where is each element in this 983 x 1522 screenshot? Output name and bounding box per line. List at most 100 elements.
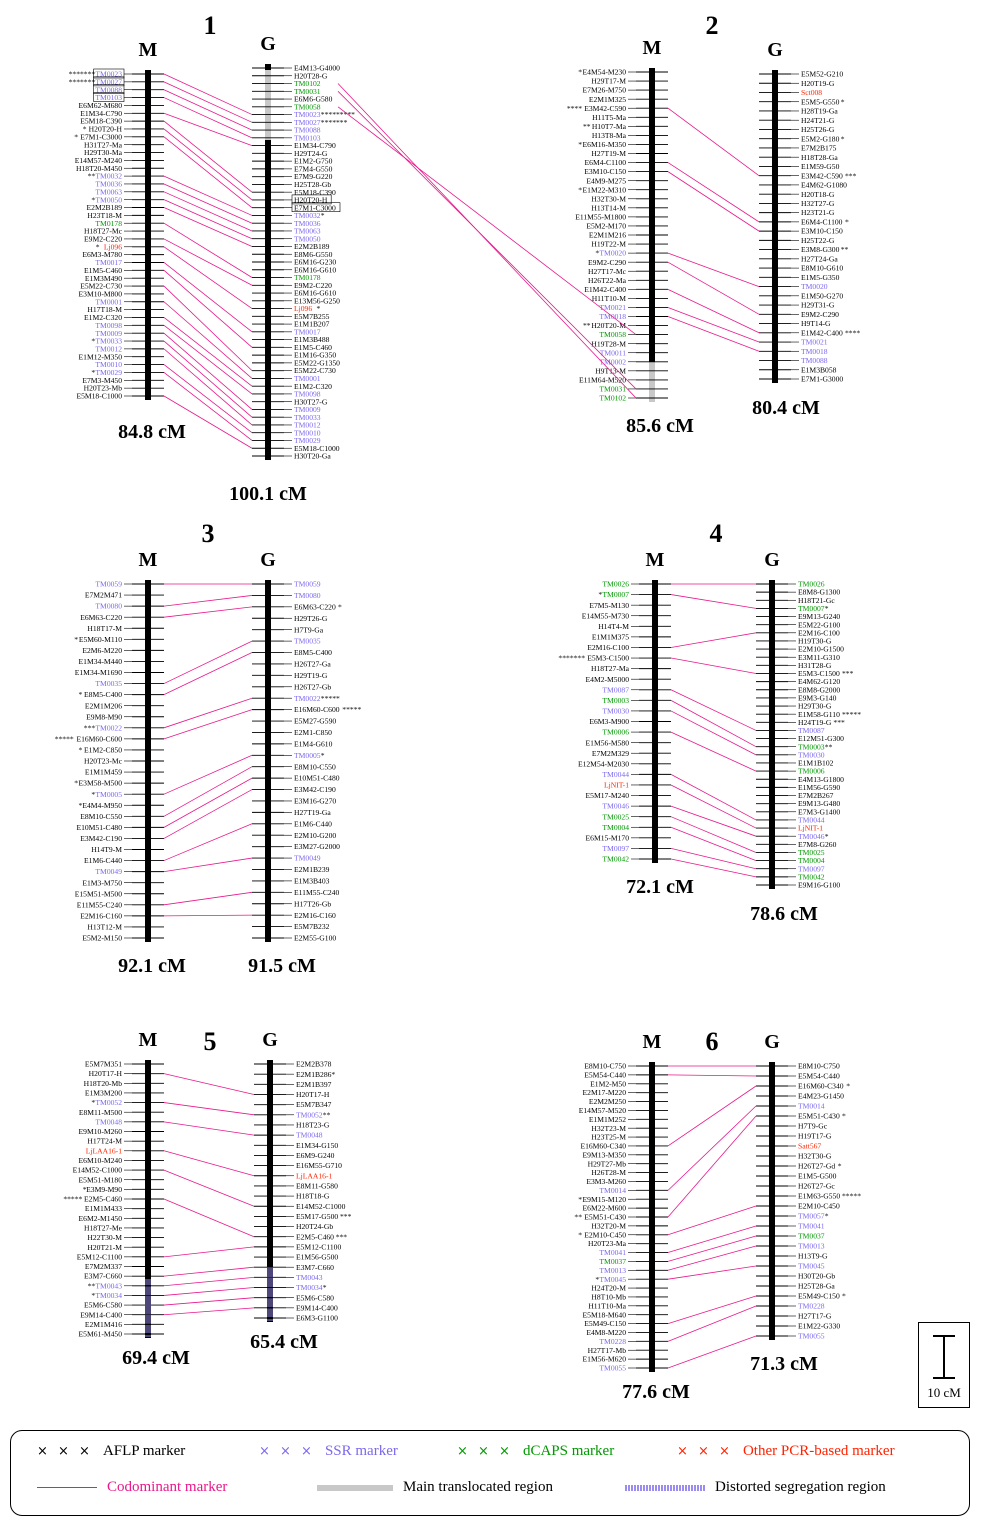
codominant-link: [163, 1150, 255, 1177]
codominant-link: [163, 89, 253, 131]
linkage-group-title: 1: [204, 11, 217, 40]
codominant-link: [163, 1246, 255, 1258]
marker-significance: *: [841, 134, 845, 143]
marker-label: H18T27-Ma: [591, 664, 630, 673]
marker-label: H27T19-Ga: [294, 808, 331, 817]
marker-label: E5M54-C440: [798, 1072, 840, 1081]
marker-label: TM0032: [294, 211, 321, 220]
marker-label: TM0017: [294, 327, 321, 336]
marker-label: E5M18-M640: [583, 1310, 627, 1319]
marker-label: H25T28-Gb: [294, 180, 331, 189]
marker-label: E5M61-M450: [79, 1330, 123, 1339]
marker-label: TM0097: [602, 844, 629, 853]
marker-label: E7M2M471: [85, 591, 122, 600]
marker-label: E5M6-C580: [84, 1301, 122, 1310]
marker-label: H27T19-M: [591, 149, 626, 158]
marker-label: TM0006: [798, 767, 825, 776]
legend-ssr-symbol: × × ×: [259, 1444, 315, 1459]
marker-label: H20T18-G: [801, 190, 835, 199]
marker-label: E6M6-G580: [294, 95, 333, 104]
marker-label: H30T20-Gb: [798, 1272, 835, 1281]
marker-label: TM0009: [294, 405, 321, 414]
marker-label: TM0032: [95, 172, 122, 181]
marker-label: TM0055: [798, 1332, 825, 1341]
marker-significance: **: [88, 172, 96, 181]
marker-label: H20T20-H: [89, 125, 123, 134]
marker-label: E1M34-M1690: [75, 668, 122, 677]
codominant-link: [667, 252, 760, 287]
marker-label: TM0042: [798, 872, 825, 881]
codominant-link: [667, 316, 760, 352]
marker-label: E3M58-M500: [79, 779, 123, 788]
marker-label: E5M54-C440: [584, 1070, 626, 1079]
marker-label: TM0045: [599, 1275, 626, 1284]
marker-label: TM0103: [95, 93, 122, 102]
marker-label: TM0080: [95, 602, 122, 611]
marker-label: E7M1-C3000: [294, 203, 336, 212]
marker-significance: **: [841, 245, 849, 254]
codominant-link: [163, 112, 253, 146]
marker-significance: *: [595, 249, 599, 258]
legend-translocated: Main translocated region: [317, 1479, 553, 1496]
codominant-link: [670, 689, 757, 731]
marker-label: E6M4-C1100: [585, 158, 627, 167]
marker-label: E15M51-M500: [75, 889, 122, 898]
codominant-link: [667, 1245, 757, 1271]
marker-label: H31T27-Ma: [84, 140, 123, 149]
marker-label: E1M1M459: [85, 768, 122, 777]
marker-label: E5M17-M240: [586, 791, 630, 800]
marker-label: E14M57-M520: [579, 1106, 626, 1115]
marker-label: LjLAA16-1: [86, 1146, 122, 1155]
legend-codominant-line: [37, 1487, 97, 1488]
marker-label: E3M9-M90: [86, 1185, 122, 1194]
marker-label: E5M22-C730: [80, 282, 122, 291]
marker-label: H13T9-G: [798, 1252, 828, 1261]
marker-label: E5M2-M150: [82, 934, 122, 943]
map-length-M: 77.6 cM: [622, 1381, 690, 1403]
marker-label: E6M15-M170: [586, 833, 630, 842]
marker-label: E1M56-G500: [296, 1253, 338, 1262]
codominant-link: [670, 699, 757, 748]
marker-label: H24T21-G: [801, 116, 835, 125]
marker-label: E1M2-M50: [590, 1079, 626, 1088]
marker-label: E2M1M216: [589, 231, 626, 240]
marker-label: E1M56-M620: [583, 1355, 627, 1364]
marker-significance: **: [88, 1281, 96, 1290]
marker-label: E8M11-G580: [296, 1182, 338, 1191]
marker-label: H29T30-Ma: [84, 148, 123, 157]
marker-label: TM0034: [296, 1283, 323, 1292]
marker-label: H24T19-G: [798, 718, 832, 727]
marker-label: H18T27-Me: [84, 1224, 123, 1233]
translocation-link: [337, 90, 637, 390]
marker-label: TM0103: [294, 133, 321, 142]
marker-significance: *: [74, 635, 78, 644]
chromosome-bar-G: [769, 580, 775, 889]
marker-label: E5M12-C1100: [296, 1242, 341, 1251]
map-length-G: 91.5 cM: [248, 955, 316, 977]
marker-label: E1M34-G150: [296, 1141, 338, 1150]
marker-label: E1M1B207: [294, 320, 330, 329]
codominant-link: [670, 816, 757, 853]
marker-label: TM0033: [294, 413, 321, 422]
marker-label: TM0013: [798, 1242, 825, 1251]
marker-label: TM0022: [95, 723, 122, 732]
marker-label: H24T20-M: [591, 1284, 626, 1293]
marker-label: E3M10-C150: [801, 227, 843, 236]
marker-label: E16M60-C600: [294, 705, 340, 714]
marker-label: E2M5-C460: [296, 1232, 334, 1241]
marker-label: H22T30-M: [87, 1233, 122, 1242]
marker-label: H26T27-Gd: [798, 1162, 835, 1171]
marker-label: E5M18-C390: [80, 117, 122, 126]
marker-label: TM0029: [294, 436, 321, 445]
marker-significance: *: [91, 195, 95, 204]
codominant-link: [163, 207, 253, 247]
codominant-link: [163, 364, 253, 434]
marker-label: E8M5-C400: [294, 648, 332, 657]
marker-label: E5M17-G500: [296, 1212, 338, 1221]
marker-label: H19T17-G: [798, 1132, 832, 1141]
map-header-G: G: [260, 549, 276, 571]
marker-label: Sct008: [801, 88, 822, 97]
marker-label: E7M2M329: [592, 749, 629, 758]
marker-significance: *: [79, 746, 83, 755]
